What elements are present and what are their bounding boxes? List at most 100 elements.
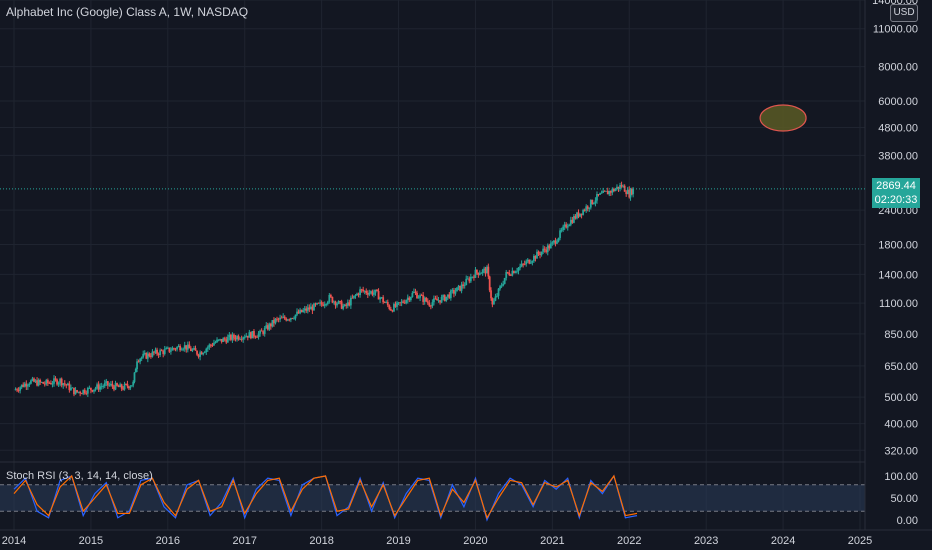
candle-body [529, 262, 532, 264]
candle-body [111, 383, 114, 387]
candle-body [127, 386, 130, 389]
candle-body [342, 306, 345, 309]
candle-body [249, 332, 252, 339]
candle-body [146, 353, 149, 359]
time-tick-label: 2022 [617, 535, 641, 547]
ellipse-drawing[interactable] [759, 104, 807, 132]
candle-body [193, 348, 195, 350]
candle-body [311, 306, 314, 311]
time-axis[interactable]: 2014 2015 2016 2017 2018 2019 2020 2021 2022 2023… [2, 535, 872, 547]
candle-body [43, 383, 46, 385]
candle-body [279, 317, 282, 320]
candle-body [559, 230, 561, 238]
candle-body [534, 255, 537, 259]
candle-body [340, 301, 343, 309]
candle-body [433, 298, 435, 303]
candle-body [543, 248, 546, 250]
candle-body [478, 273, 481, 275]
candle-body [436, 298, 438, 301]
candle-body [439, 300, 441, 303]
candle-body [306, 307, 309, 311]
currency-button[interactable]: USD [890, 4, 918, 22]
candle-body [545, 249, 548, 253]
candle-body [256, 337, 258, 338]
candle-body [46, 380, 49, 383]
candle-body [299, 309, 302, 314]
candle-body [283, 316, 286, 319]
stoch-rsi-pane[interactable] [0, 474, 865, 522]
candle-body [423, 297, 426, 302]
price-tick-label: 14000.00 [872, 0, 918, 7]
candle-body [177, 345, 180, 348]
candle-body [522, 263, 525, 265]
candle-body [586, 206, 589, 209]
candle-body [50, 382, 52, 385]
candle-body [382, 297, 385, 303]
candle-body [380, 297, 383, 299]
candle-body [346, 302, 349, 306]
candle-body [137, 361, 140, 363]
candle-body [542, 248, 545, 252]
candle-body [362, 289, 365, 292]
candle-body [88, 387, 91, 389]
candle-body [277, 318, 280, 320]
candle-body [425, 297, 428, 302]
candle-body [426, 301, 429, 303]
candle-body [409, 297, 412, 301]
candles[interactable] [14, 181, 635, 397]
candle-body [386, 302, 389, 306]
candle-body [54, 378, 57, 380]
candle-body [114, 383, 117, 390]
grid [0, 0, 865, 530]
candle-body [296, 311, 298, 315]
candle-body [477, 272, 480, 275]
candle-body [574, 216, 577, 219]
candle-body [70, 387, 72, 391]
candle-body [592, 202, 595, 205]
time-tick-label: 2017 [232, 535, 256, 547]
candle-body [174, 348, 177, 350]
candle-body [460, 284, 463, 291]
candle-body [537, 251, 540, 254]
candle-body [129, 386, 132, 389]
candle-body [348, 302, 351, 306]
candle-body [471, 276, 474, 278]
candle-body [83, 389, 86, 394]
candle-body [376, 289, 378, 292]
candle-body [136, 361, 138, 369]
candle-body [68, 383, 71, 391]
candle-body [80, 393, 83, 395]
candle-body [266, 325, 269, 330]
candle-body [183, 345, 186, 349]
candle-body [251, 331, 254, 339]
candle-body [377, 291, 380, 300]
candle-body [37, 380, 40, 386]
candle-body [429, 305, 432, 307]
candle-body [349, 297, 352, 306]
candle-body [502, 283, 505, 286]
candle-body [496, 295, 498, 297]
candle-body [442, 295, 445, 297]
candle-body [40, 382, 43, 383]
candle-body [148, 353, 151, 357]
candle-body [566, 226, 569, 228]
candle-body [57, 382, 60, 385]
candle-body [185, 345, 188, 350]
candle-body [617, 186, 620, 189]
candle-body [30, 380, 32, 384]
candle-body [523, 263, 526, 265]
candle-body [219, 338, 222, 340]
candle-body [305, 308, 308, 311]
candle-body [282, 316, 285, 318]
candle-body [243, 337, 246, 338]
candle-body [443, 295, 446, 301]
price-tick-label: 3800.00 [878, 150, 918, 162]
candle-body [123, 383, 126, 390]
candle-body [154, 349, 157, 353]
price-axis[interactable]: 11000.00 8000.00 6000.00 4800.00 3800.00 2400… [872, 0, 918, 527]
candle-body [562, 226, 565, 230]
candle-body [525, 261, 528, 265]
candle-body [408, 297, 411, 301]
candle-body [231, 334, 234, 340]
